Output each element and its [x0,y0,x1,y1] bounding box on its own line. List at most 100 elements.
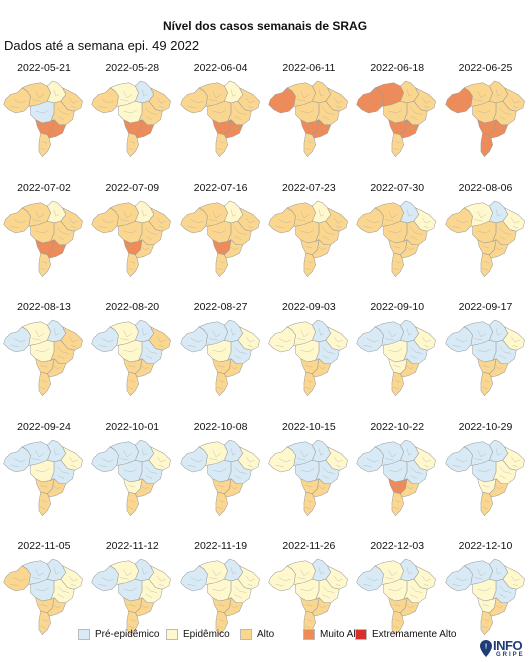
map-division-line [32,218,41,221]
map-division-line [477,109,491,114]
map-division-line [317,484,326,489]
map-region [480,371,493,396]
map-division-line [98,464,108,467]
map-division-line [410,355,418,359]
map-region [391,491,405,516]
map-division-line [422,336,431,343]
map-division-line [300,587,315,592]
map-division-line [305,245,313,248]
map-division-line [333,217,343,223]
map-division-line [451,106,461,109]
panel-date-label: 2022-10-08 [193,420,248,433]
map-region [237,446,260,471]
map-region [400,597,420,617]
map-division-line [322,107,335,115]
map-division-line [35,569,45,577]
map-division-line [212,449,221,457]
map-division-line [101,338,114,343]
map-region [325,326,348,351]
map-division-line [476,569,486,577]
map-division-line [455,338,468,343]
panel-date-label: 2022-08-27 [193,301,248,313]
brazil-map [91,439,172,516]
map-region [127,491,140,516]
map-division-line [512,106,518,109]
map-division-line [247,584,253,587]
map-division-line [142,208,148,216]
map-division-line [305,626,311,629]
map-division-line [483,141,489,144]
legend-swatch [166,628,178,640]
map-region [127,610,140,635]
map-region [135,477,155,497]
map-division-line [130,380,136,383]
map-region [237,565,260,590]
map-division-line [233,346,246,354]
map-division-line [510,336,520,343]
map-region [3,87,31,114]
panel-date-label: 2022-06-18 [370,62,425,74]
map-division-line [318,447,325,455]
map-division-line [98,106,108,109]
map-panel: 2022-10-15 [265,421,353,539]
map-region [444,87,473,114]
map-region [268,565,296,592]
map-region [47,358,67,378]
map-region [502,87,525,112]
map-division-line [405,245,415,250]
map-division-line [455,577,468,582]
map-region [391,132,405,157]
map-region [135,597,155,617]
map-division-line [120,338,129,341]
map-division-line [123,228,138,233]
map-region [480,491,493,516]
brazil-map [180,80,260,157]
map-division-line [217,604,224,607]
map-division-line [13,99,26,104]
map-division-line [233,474,241,479]
panel-date-label: 2022-08-06 [458,181,513,194]
map-division-line [35,228,50,233]
map-region [148,446,172,471]
map-division-line [212,330,221,338]
map-division-line [57,466,70,474]
map-division-line [366,457,379,462]
map-division-line [275,225,284,228]
brazil-map [356,319,437,396]
map-region [502,565,525,590]
map-division-line [388,210,398,218]
map-division-line [69,575,78,582]
map-division-line [10,584,19,587]
map-division-line [208,457,218,460]
map-division-line [52,604,61,608]
panel-date-label: 2022-10-01 [105,420,160,433]
map-division-line [217,626,223,629]
map-division-line [128,387,135,390]
map-division-line [424,106,430,109]
map-division-line [42,141,48,144]
map-division-line [70,225,76,228]
map-region [237,326,260,351]
map-division-line [42,380,48,383]
map-division-line [186,225,196,228]
map-division-line [32,577,41,580]
map-division-line [335,345,341,348]
map-division-line [477,587,491,592]
map-division-line [278,338,291,343]
map-division-line [395,141,401,144]
map-division-line [208,218,218,221]
map-division-line [322,474,330,479]
map-division-line [98,345,108,348]
map-region [268,207,296,233]
legend-label: Epidêmico [183,628,230,640]
panel-date-label: 2022-09-24 [17,420,71,433]
map-division-line [140,604,150,608]
map-division-line [128,626,135,629]
map-division-line [186,464,196,467]
map-division-line [123,449,133,457]
map-region [480,610,493,635]
panel-date-label: 2022-07-09 [105,181,160,194]
map-division-line [247,225,253,228]
map-division-line [422,456,431,462]
panel-date-label: 2022-07-23 [282,181,336,194]
